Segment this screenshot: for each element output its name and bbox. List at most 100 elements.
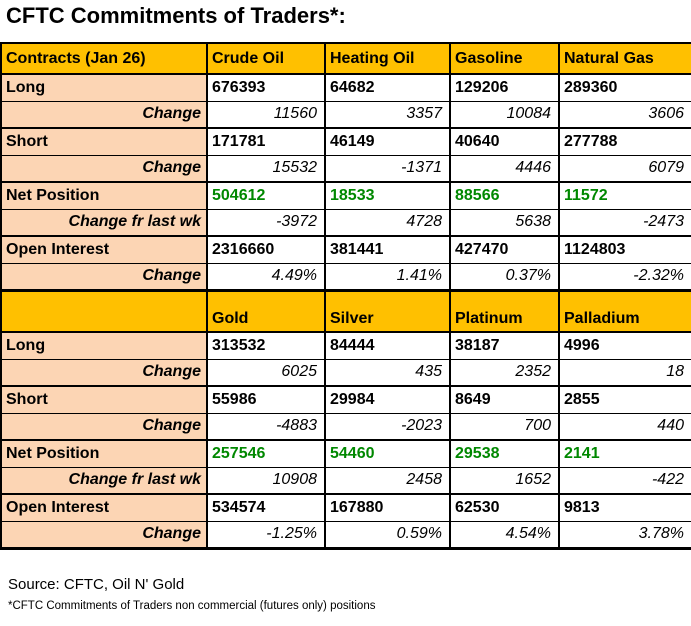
value-cell: -2023 [324, 412, 451, 441]
commodity-header-cell: Heating Oil [324, 42, 451, 75]
value-cell: 676393 [206, 73, 326, 102]
value-cell: 700 [449, 412, 560, 441]
row-label: Change [0, 412, 208, 441]
source-text: Source: CFTC, Oil N' Gold [8, 576, 185, 593]
value-cell: 2855 [558, 385, 691, 414]
table-row: Change -1.25% 0.59% 4.54% 3.78% [0, 520, 691, 549]
value-cell: 4728 [324, 208, 451, 237]
footnote-text: *CFTC Commitments of Traders non commerc… [8, 600, 376, 612]
value-cell: 6079 [558, 154, 691, 183]
value-cell: 10084 [449, 100, 560, 129]
row-label: Change [0, 262, 208, 291]
value-cell: 427470 [449, 235, 560, 264]
value-cell: 40640 [449, 127, 560, 156]
value-cell: 0.37% [449, 262, 560, 291]
value-cell: 2141 [558, 439, 691, 468]
table-row: Change 4.49% 1.41% 0.37% -2.32% [0, 262, 691, 291]
value-cell: 6025 [206, 358, 326, 387]
value-cell: -422 [558, 466, 691, 495]
value-cell: 1124803 [558, 235, 691, 264]
row-label: Change [0, 154, 208, 183]
table-row: Long 313532 84444 38187 4996 [0, 331, 691, 360]
value-cell: 15532 [206, 154, 326, 183]
value-cell: 64682 [324, 73, 451, 102]
cot-table: Contracts (Jan 26) Crude Oil Heating Oil Ga… [0, 42, 691, 550]
value-cell: 29984 [324, 385, 451, 414]
value-cell: 5638 [449, 208, 560, 237]
commodity-header-cell: Gold [206, 288, 326, 333]
value-cell: 3.78% [558, 520, 691, 549]
value-cell: 88566 [449, 181, 560, 210]
value-cell: 129206 [449, 73, 560, 102]
value-cell: 313532 [206, 331, 326, 360]
table-row: Change 11560 3357 10084 3606 [0, 100, 691, 129]
table-row: Short 171781 46149 40640 277788 [0, 127, 691, 156]
commodity-header-cell: Silver [324, 288, 451, 333]
value-cell: 18 [558, 358, 691, 387]
value-cell: 534574 [206, 493, 326, 522]
row-label: Change [0, 520, 208, 549]
row-label: Net Position [0, 439, 208, 468]
table-row: Change fr last wk -3972 4728 5638 -2473 [0, 208, 691, 237]
value-cell: 62530 [449, 493, 560, 522]
row-label: Open Interest [0, 235, 208, 264]
table-row: Open Interest 534574 167880 62530 9813 [0, 493, 691, 522]
row-label: Net Position [0, 181, 208, 210]
value-cell: 2458 [324, 466, 451, 495]
value-cell: 381441 [324, 235, 451, 264]
row-label: Change [0, 100, 208, 129]
value-cell: -1.25% [206, 520, 326, 549]
value-cell: 2316660 [206, 235, 326, 264]
value-cell: 0.59% [324, 520, 451, 549]
row-label: Change [0, 358, 208, 387]
table-row: Change -4883 -2023 700 440 [0, 412, 691, 441]
value-cell: 277788 [558, 127, 691, 156]
value-cell: 4.49% [206, 262, 326, 291]
value-cell: 9813 [558, 493, 691, 522]
row-label: Short [0, 127, 208, 156]
row-label: Open Interest [0, 493, 208, 522]
commodity-header-row: Gold Silver Platinum Palladium [0, 288, 691, 333]
value-cell: 8649 [449, 385, 560, 414]
value-cell: 84444 [324, 331, 451, 360]
value-cell: 46149 [324, 127, 451, 156]
value-cell: 504612 [206, 181, 326, 210]
value-cell: 171781 [206, 127, 326, 156]
value-cell: 55986 [206, 385, 326, 414]
value-cell: 3606 [558, 100, 691, 129]
commodity-header-cell: Natural Gas [558, 42, 691, 75]
commodity-header-cell: Platinum [449, 288, 560, 333]
value-cell: 289360 [558, 73, 691, 102]
value-cell: 54460 [324, 439, 451, 468]
commodity-header-row: Contracts (Jan 26) Crude Oil Heating Oil Ga… [0, 42, 691, 75]
row-label: Short [0, 385, 208, 414]
value-cell: 3357 [324, 100, 451, 129]
table-row: Change fr last wk 10908 2458 1652 -422 [0, 466, 691, 495]
value-cell: 38187 [449, 331, 560, 360]
table-row: Change 6025 435 2352 18 [0, 358, 691, 387]
value-cell: -3972 [206, 208, 326, 237]
value-cell: -2.32% [558, 262, 691, 291]
contracts-header-cell: Contracts (Jan 26) [0, 42, 208, 75]
value-cell: 1.41% [324, 262, 451, 291]
value-cell: 18533 [324, 181, 451, 210]
value-cell: 4996 [558, 331, 691, 360]
value-cell: 4446 [449, 154, 560, 183]
value-cell: 4.54% [449, 520, 560, 549]
value-cell: 11572 [558, 181, 691, 210]
table-row: Short 55986 29984 8649 2855 [0, 385, 691, 414]
table-row: Long 676393 64682 129206 289360 [0, 73, 691, 102]
value-cell: 167880 [324, 493, 451, 522]
value-cell: 10908 [206, 466, 326, 495]
value-cell: -1371 [324, 154, 451, 183]
table-row: Change 15532 -1371 4446 6079 [0, 154, 691, 183]
value-cell: 2352 [449, 358, 560, 387]
value-cell: 29538 [449, 439, 560, 468]
table-row: Net Position 504612 18533 88566 11572 [0, 181, 691, 210]
value-cell: 440 [558, 412, 691, 441]
page-title: CFTC Commitments of Traders*: [6, 3, 346, 28]
row-label: Change fr last wk [0, 208, 208, 237]
cot-table-body: Contracts (Jan 26) Crude Oil Heating Oil Ga… [0, 42, 691, 549]
row-label: Long [0, 331, 208, 360]
value-cell: 435 [324, 358, 451, 387]
